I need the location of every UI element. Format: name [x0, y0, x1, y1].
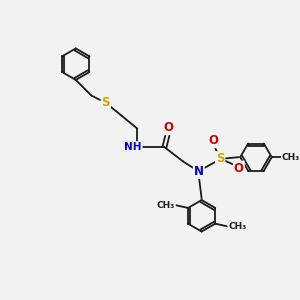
Text: S: S — [216, 152, 224, 165]
Text: O: O — [208, 134, 218, 147]
Text: O: O — [164, 121, 174, 134]
Text: CH₃: CH₃ — [157, 201, 175, 210]
Text: CH₃: CH₃ — [282, 153, 300, 162]
Text: S: S — [102, 96, 110, 109]
Text: NH: NH — [124, 142, 142, 152]
Text: O: O — [234, 161, 244, 175]
Text: N: N — [194, 165, 204, 178]
Text: CH₃: CH₃ — [228, 222, 246, 231]
